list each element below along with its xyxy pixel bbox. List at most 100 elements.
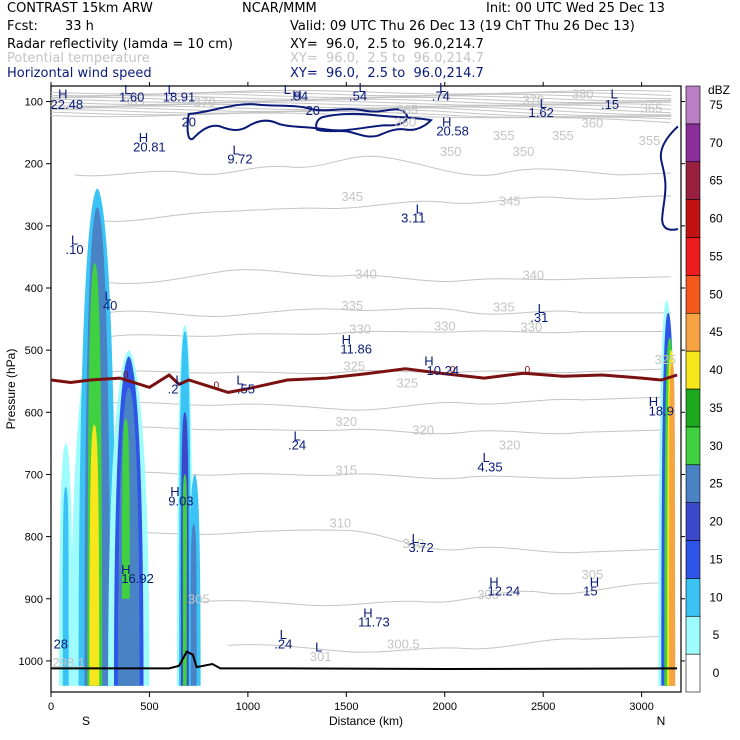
- wind-label: 1.60: [119, 90, 144, 105]
- theta-line: [98, 269, 672, 284]
- x-tick-label: 3000: [629, 701, 653, 713]
- theta-line: [50, 100, 672, 106]
- colorbar-label: 10: [709, 590, 723, 604]
- wind-label: 3.11: [401, 211, 425, 226]
- field-theta: Potential temperature: [7, 51, 150, 66]
- theta-line: [110, 368, 672, 375]
- theta-line: [50, 93, 672, 100]
- theta-line: [110, 330, 672, 337]
- reflectivity-cell: [190, 524, 197, 686]
- wind-label: L: [71, 233, 78, 248]
- theta-label: 298.1: [52, 655, 85, 670]
- colorbar-label: 30: [709, 439, 723, 453]
- theta-label: 305: [477, 587, 499, 602]
- wind-label: 20.81: [133, 139, 166, 154]
- colorbar-label: 75: [709, 98, 723, 112]
- theta-label: 385: [123, 95, 145, 110]
- reflectivity-cell: [89, 424, 100, 686]
- y-tick-label: 500: [25, 345, 43, 357]
- wind-label: H: [442, 114, 451, 129]
- wind-label: L: [538, 301, 545, 316]
- theta-line: [50, 110, 672, 120]
- wind-label: 15: [583, 584, 597, 599]
- wind-label: 9.72: [227, 152, 252, 167]
- theta-line: [228, 635, 672, 653]
- colorbar-swatch: [685, 540, 701, 579]
- theta-label: 305: [188, 592, 210, 607]
- wind-label: H: [363, 605, 372, 620]
- theta-label: 300.5: [387, 637, 420, 652]
- wind-label: 9.03: [168, 494, 193, 509]
- theta-label: 365: [641, 101, 663, 116]
- colorbar-label: 55: [709, 249, 723, 263]
- wind-label: .24: [288, 438, 306, 453]
- init-time: Init: 00 UTC Wed 25 Dec 13: [486, 1, 665, 16]
- theta-label: 355: [493, 128, 515, 143]
- wind-label: .15: [601, 97, 619, 112]
- end-endpoint: N: [657, 714, 666, 728]
- wind-label: 10.24: [427, 363, 460, 378]
- wind-label: 18.9: [649, 403, 674, 418]
- y-tick-label: 600: [25, 407, 43, 419]
- wind-label: L: [284, 82, 291, 97]
- theta-label: 325: [654, 352, 676, 367]
- wind-label: L: [540, 96, 547, 111]
- theta-label: 325: [343, 359, 365, 374]
- wind-label: L: [315, 640, 322, 655]
- theta-label: 345: [341, 189, 363, 204]
- colorbar-label: 70: [709, 136, 723, 150]
- y-tick-label: 100: [25, 97, 43, 109]
- wind-label: L: [124, 82, 131, 97]
- x-tick-label: 2500: [531, 701, 555, 713]
- x-tick-label: 1500: [334, 701, 358, 713]
- theta-label: 340: [355, 267, 377, 282]
- colorbar-label: 5: [713, 628, 720, 642]
- wind-contour: [315, 112, 433, 138]
- theta-line: [50, 103, 672, 114]
- colorbar-unit: dBZ: [708, 83, 730, 97]
- y-tick-label: 300: [25, 221, 43, 233]
- x-tick-label: 1000: [236, 701, 260, 713]
- theta-label: 315: [335, 463, 357, 478]
- wind-label: .94: [290, 88, 308, 103]
- wind-label: .31: [530, 310, 548, 325]
- theta-label: 330: [349, 321, 371, 336]
- theta-label: 360: [582, 116, 604, 131]
- wind-label: .10: [66, 242, 84, 257]
- theta-label: 320: [412, 423, 434, 438]
- theta-label: 345: [499, 193, 521, 208]
- wind-label: L: [175, 372, 182, 387]
- theta-label: 360: [395, 114, 417, 129]
- field-wind-xy: XY= 96.0, 2.5 to 96.0,214.7: [290, 66, 484, 81]
- wind-label: L: [412, 531, 419, 546]
- y-axis-title: Pressure (hPa): [4, 349, 18, 430]
- wind-contour: [186, 103, 409, 141]
- y-tick-label: 700: [25, 469, 43, 481]
- theta-label: 350: [513, 144, 535, 159]
- wind-label: H: [170, 484, 179, 499]
- wind-label: L: [280, 627, 287, 642]
- wind-label: L: [232, 142, 239, 157]
- theta-label: 310: [402, 536, 424, 551]
- wind-label: 20.58: [436, 124, 469, 139]
- colorbar-swatch: [685, 237, 701, 276]
- colorbar-swatch: [685, 388, 701, 428]
- wind-label: 22.48: [51, 97, 84, 112]
- wind-label: L: [416, 201, 423, 216]
- field-wind: Horizontal wind speed: [7, 66, 152, 81]
- x-axis: 0 500 1000 1500 2000 2500 3000: [48, 82, 654, 713]
- freezing-level-line: [50, 367, 678, 394]
- colorbar-label: 45: [709, 325, 723, 339]
- colorbar-label: 25: [709, 477, 723, 491]
- colorbar-label: 35: [709, 401, 723, 415]
- wind-contour: [659, 125, 679, 231]
- y-tick-label: 900: [25, 594, 43, 606]
- wind-label: 16.92: [121, 571, 154, 586]
- wind-label: H: [342, 332, 351, 347]
- org-label: NCAR/MMM: [242, 1, 317, 16]
- theta-upper-band: [50, 89, 672, 124]
- colorbar-swatch: [685, 199, 701, 238]
- y-tick-label: 1000: [19, 656, 43, 668]
- y-tick-label: 200: [25, 159, 43, 171]
